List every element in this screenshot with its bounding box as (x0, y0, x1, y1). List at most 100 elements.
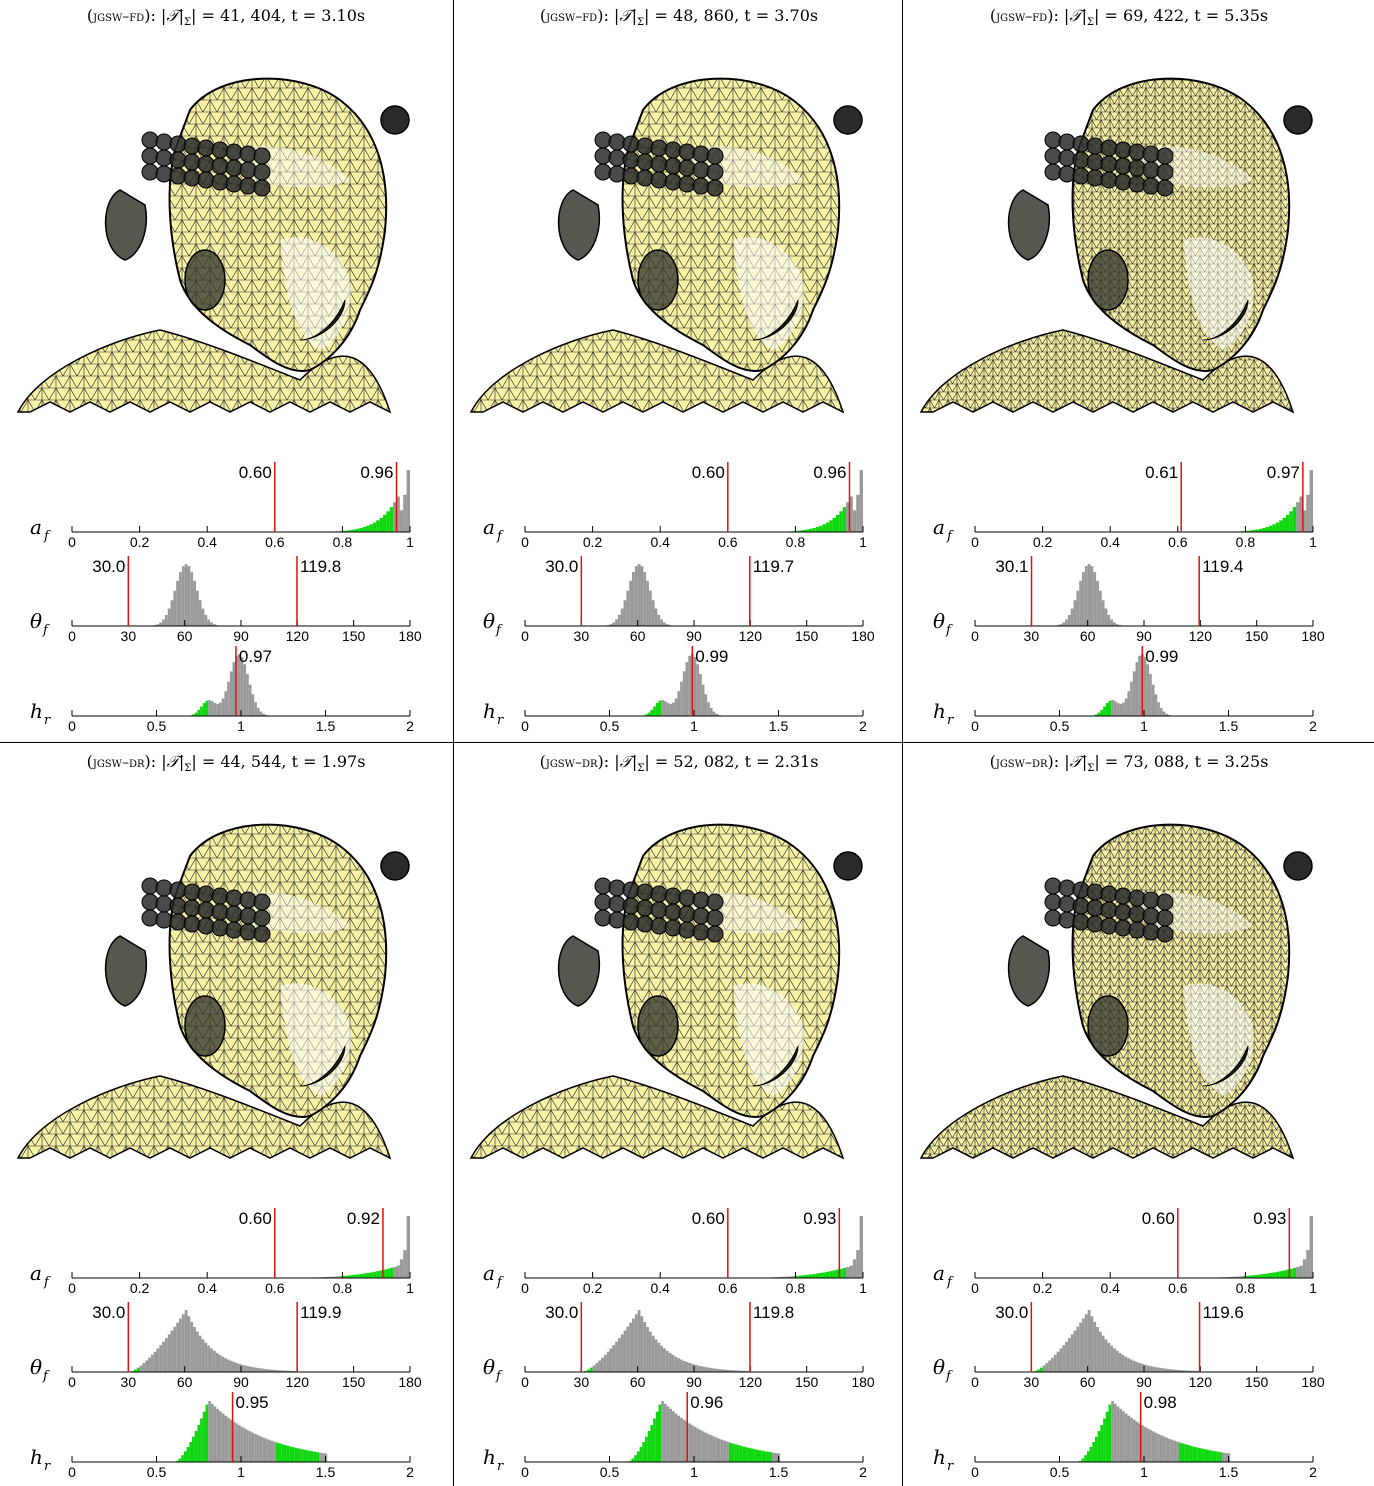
x-tick-label: 0 (521, 1464, 529, 1480)
histogram-a: 0 0.2 0.4 0.6 0.8 1 a f 0.60 0.93 (483, 1208, 867, 1296)
mesh-braid-lobe (1128, 175, 1146, 193)
hist-bar (252, 1367, 256, 1372)
hist-bar (167, 608, 171, 626)
hist-bar (1159, 707, 1163, 716)
hist-bar (693, 657, 697, 716)
hist-bar (666, 1406, 670, 1462)
hist-bar (1306, 494, 1310, 532)
hist-bar (288, 1370, 292, 1372)
mesh-head (168, 77, 388, 372)
caption-count: 69, 422 (1123, 6, 1185, 25)
hist-bar (1292, 507, 1297, 532)
hist-bar (156, 624, 160, 626)
mesh-braid-lobe (1100, 155, 1118, 173)
hist-bar (173, 1326, 177, 1372)
hist-bar (1140, 1425, 1144, 1462)
hist-bar (1132, 671, 1136, 716)
x-tick-label: 0 (68, 718, 76, 734)
hist-bar (251, 1432, 255, 1462)
hist-bar (1189, 1445, 1193, 1462)
axis-symbol-a: a (30, 1261, 42, 1285)
hist-bar (859, 470, 863, 532)
hist-bar (1118, 1352, 1122, 1372)
hist-bar (1067, 1338, 1071, 1372)
hist-bar (1094, 714, 1098, 716)
hist-bar (741, 1370, 745, 1372)
hist-bar (202, 1411, 206, 1462)
mesh-braid-lobe (1058, 895, 1076, 913)
hist-bar (1103, 706, 1106, 716)
hist-bar (1108, 700, 1112, 716)
histograms: 0 0.2 0.4 0.6 0.8 1a f0.60 0.930 30 60 90 120 150 180… (933, 1208, 1325, 1480)
hist-bar (1138, 1362, 1142, 1372)
hist-bar (393, 502, 397, 532)
x-tick-label: 2 (406, 1464, 414, 1480)
hist-bar (229, 1360, 233, 1372)
hist-bar (745, 1447, 748, 1462)
hist-bar (1248, 530, 1253, 532)
hist-bar (191, 1436, 195, 1462)
hist-bar (286, 1445, 290, 1462)
hist-bar (632, 1318, 635, 1372)
hist-bar (832, 1270, 836, 1278)
hist-bar (663, 1348, 666, 1372)
hist-bar (219, 1411, 222, 1462)
hist-bar (637, 1310, 641, 1372)
mesh-braid-lobe (141, 147, 159, 165)
histogram-h: 0 0.5 1 1.5 2 h r 0.97 (30, 646, 414, 734)
hist-bar (210, 1348, 213, 1372)
x-tick-label: 0.8 (1236, 1280, 1256, 1296)
x-tick-label: 60 (1080, 628, 1096, 644)
hist-bar (1094, 1436, 1098, 1462)
hist-bar (726, 1441, 729, 1462)
hist-bar (150, 1354, 154, 1372)
mesh-shoulders (919, 1075, 1295, 1160)
bust-mesh (469, 77, 863, 414)
mesh-braid-lobe (155, 879, 173, 897)
hist-bar (382, 1269, 387, 1278)
x-tick-label: 0.5 (147, 1464, 167, 1480)
mesh-braid-lobe (608, 133, 626, 151)
hist-bar (677, 1415, 681, 1462)
hist-bar (187, 1316, 191, 1372)
mesh-braid-lobe (664, 141, 682, 159)
hist-bar (1275, 522, 1280, 532)
mesh-braid-lobe (141, 909, 159, 927)
mesh-braid-lobe (1100, 171, 1118, 189)
mesh-braid-lobe (1142, 161, 1160, 179)
hist-bar (139, 1365, 143, 1372)
mesh-braid-lobe (225, 143, 243, 161)
hist-bar (240, 1426, 244, 1462)
mesh-braid-lobe (225, 889, 243, 907)
x-tick-label: 60 (177, 628, 193, 644)
hist-bar (808, 1274, 813, 1278)
hist-bar (1116, 1406, 1120, 1462)
hist-bar (632, 572, 635, 626)
hist-bar (1135, 1361, 1139, 1372)
hist-bar (1130, 681, 1133, 716)
mesh-braid-lobe (1072, 897, 1090, 915)
x-tick-label: 60 (630, 1374, 646, 1390)
hist-bar (709, 707, 713, 716)
hist-bar (1042, 1365, 1046, 1372)
x-tick-label: 0 (521, 534, 529, 550)
hist-bar (379, 1270, 383, 1278)
marker-label-a-avg: 0.92 (347, 1209, 380, 1228)
axis-symbol-sub: r (497, 713, 504, 728)
histogram-h: 0 0.5 1 1.5 2 h r 0.99 (483, 646, 867, 734)
hist-bar (856, 1250, 860, 1278)
mesh-head (168, 823, 388, 1118)
mesh-braid-lobe (608, 879, 626, 897)
histogram-a: 0 0.2 0.4 0.6 0.8 1 a f 0.60 0.93 (933, 1208, 1317, 1296)
x-tick-label: 1 (237, 718, 245, 734)
marker-label-h-avg: 0.96 (690, 1393, 723, 1412)
mesh-braid-lobe (1156, 179, 1174, 197)
hist-bar (805, 1274, 809, 1278)
panel-caption: (jgsw–fd): |𝒯|Σ| = 48, 860, t = 3.70s (453, 6, 905, 28)
mesh-head (621, 823, 841, 1118)
hist-bar (1070, 608, 1074, 626)
hist-bar (694, 1364, 697, 1372)
axis-symbol-a: a (933, 515, 945, 539)
hist-bar (792, 1276, 796, 1278)
hist-bar (620, 608, 624, 626)
